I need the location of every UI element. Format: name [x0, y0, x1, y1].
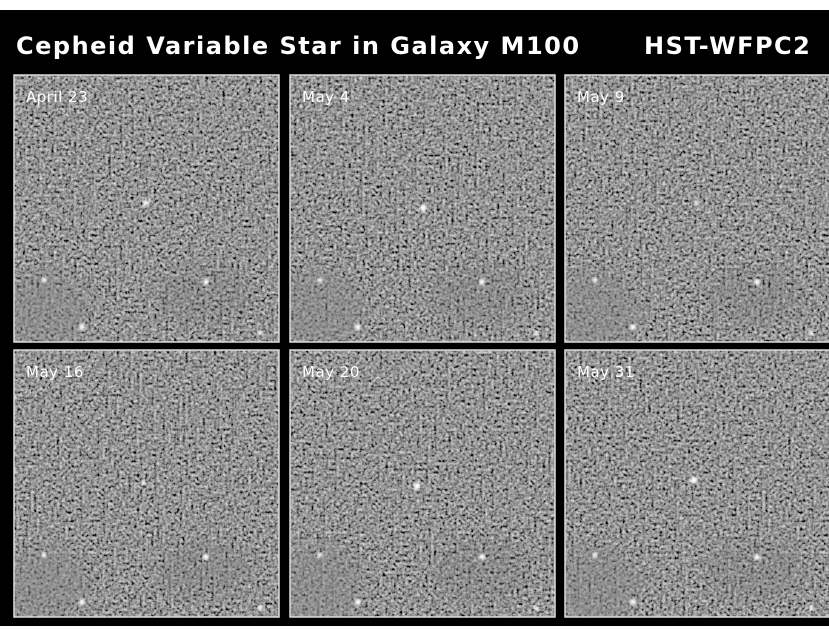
- star: [203, 554, 209, 560]
- panel-border: [13, 74, 280, 343]
- haze: [154, 265, 254, 325]
- haze: [290, 270, 365, 342]
- cepheid-star: [690, 476, 698, 484]
- panel-content: [290, 350, 555, 617]
- panel-label: May 31: [577, 363, 635, 381]
- star: [317, 277, 323, 283]
- panel-label: May 20: [302, 363, 360, 381]
- panel-border: [289, 74, 556, 343]
- panel-border: [289, 349, 556, 618]
- haze: [705, 265, 805, 325]
- star: [808, 330, 814, 336]
- star: [630, 599, 636, 605]
- image-panel: April 23: [13, 74, 280, 343]
- image-panel: May 4: [289, 74, 556, 343]
- haze: [705, 540, 805, 600]
- star: [479, 279, 485, 285]
- image-panel: May 20: [289, 349, 556, 618]
- star: [79, 599, 85, 605]
- star: [592, 552, 598, 558]
- star: [479, 554, 485, 560]
- star: [203, 279, 209, 285]
- star: [317, 552, 323, 558]
- panel-border: [13, 349, 280, 618]
- panel-content: [14, 75, 279, 342]
- haze: [430, 265, 530, 325]
- panel-border: [564, 349, 829, 618]
- panel-content: [565, 350, 829, 617]
- panel-content: [565, 75, 829, 342]
- star: [41, 552, 47, 558]
- star: [355, 599, 361, 605]
- star: [754, 554, 760, 560]
- star: [79, 324, 85, 330]
- panels: April 23 May 4 May 9 May 16 May 20 May 31: [13, 74, 829, 618]
- haze: [14, 545, 89, 617]
- star: [257, 605, 263, 611]
- cepheid-star: [140, 480, 146, 486]
- panel-label: May 9: [577, 88, 625, 106]
- image-panel: May 16: [13, 349, 280, 618]
- title: Cepheid Variable Star in Galaxy M100: [16, 32, 581, 60]
- cepheid-star: [694, 200, 700, 206]
- haze: [565, 270, 640, 342]
- star: [355, 324, 361, 330]
- star: [257, 330, 263, 336]
- panel-border: [564, 74, 829, 343]
- star: [630, 324, 636, 330]
- panel-label: April 23: [26, 88, 88, 106]
- instrument: HST-WFPC2: [644, 32, 811, 60]
- haze: [290, 545, 365, 617]
- image-panel: May 9: [564, 74, 829, 343]
- image-panel: May 31: [564, 349, 829, 618]
- haze: [430, 540, 530, 600]
- star: [41, 277, 47, 283]
- panel-label: May 16: [26, 363, 84, 381]
- star: [533, 330, 539, 336]
- panel-label: May 4: [302, 88, 350, 106]
- panel-content: [290, 75, 555, 342]
- haze: [154, 540, 254, 600]
- star: [592, 277, 598, 283]
- haze: [565, 545, 640, 617]
- star: [533, 605, 539, 611]
- haze: [14, 270, 89, 342]
- cepheid-star: [413, 482, 421, 490]
- cepheid-star: [419, 204, 427, 212]
- cepheid-star: [143, 200, 149, 206]
- panel-content: [14, 350, 279, 617]
- star: [808, 605, 814, 611]
- star: [754, 279, 760, 285]
